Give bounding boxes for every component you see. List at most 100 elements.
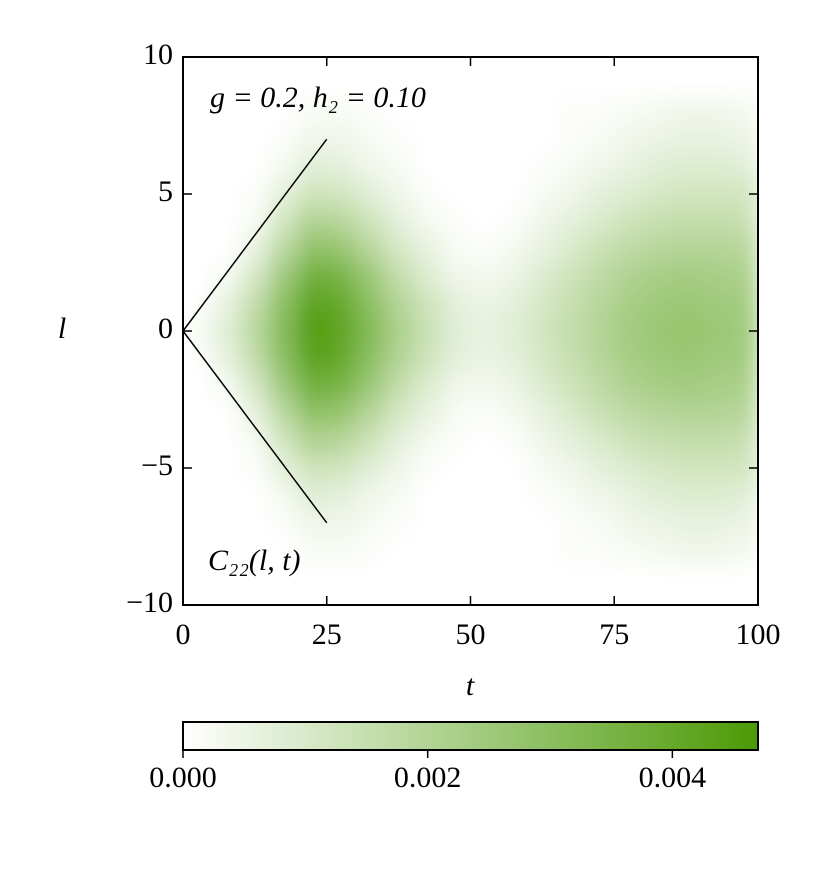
heat-cell: [183, 536, 213, 565]
heat-cell: [441, 125, 471, 154]
heat-cell: [441, 262, 471, 291]
heat-cell: [528, 98, 558, 126]
heat-cell: [441, 536, 471, 565]
heat-cell: [671, 536, 701, 565]
heat-cell: [499, 481, 529, 510]
heat-cell: [528, 481, 558, 510]
heat-cell: [528, 289, 558, 318]
light-cone: [182, 138, 328, 332]
heat-cell: [470, 317, 500, 346]
heat-cell: [614, 180, 644, 209]
heat-cell: [183, 289, 213, 318]
heat-cell: [671, 262, 701, 291]
heat-cell: [384, 317, 414, 346]
heat-cell: [413, 98, 443, 126]
heat-cell: [326, 152, 356, 181]
heat-cell: [671, 509, 701, 537]
heat-cell: [614, 317, 644, 346]
heat-cell: [499, 125, 529, 154]
heat-cell: [355, 235, 385, 263]
heat-cell: [413, 289, 443, 318]
heat-cell: [643, 180, 673, 209]
heat-cell: [269, 317, 299, 346]
heat-cell: [183, 481, 213, 510]
heat-cell: [700, 262, 730, 291]
heat-cell: [269, 152, 299, 181]
heat-cell: [556, 262, 586, 291]
heat-cell: [729, 344, 758, 373]
heat-cell: [269, 125, 299, 154]
heat-cell: [470, 399, 500, 428]
heat-cell: [269, 180, 299, 209]
heat-cell: [298, 372, 328, 400]
heat-cell: [614, 262, 644, 291]
heat-cell: [269, 207, 299, 236]
heat-cell: [355, 262, 385, 291]
y-tick-label: −5: [141, 449, 173, 482]
heat-cell: [269, 509, 299, 537]
heat-cell: [326, 426, 356, 455]
heat-cell: [211, 152, 241, 181]
heat-cell: [298, 207, 328, 236]
heat-cell: [643, 262, 673, 291]
heat-cell: [528, 454, 558, 483]
heat-cell: [671, 454, 701, 483]
heat-cell: [183, 509, 213, 537]
heat-cell: [326, 536, 356, 565]
heat-cell: [528, 509, 558, 537]
colorbar: [182, 721, 759, 751]
heatmap: [183, 98, 758, 565]
heat-cell: [355, 125, 385, 154]
heat-cell: [585, 289, 615, 318]
heat-cell: [240, 344, 270, 373]
heat-cell: [413, 509, 443, 537]
heat-cell: [298, 125, 328, 154]
heat-cell: [326, 481, 356, 510]
heat-cell: [269, 98, 299, 126]
heat-cell: [643, 98, 673, 126]
x-tick-label: 75: [599, 618, 629, 651]
heat-cell: [556, 426, 586, 455]
heat-cell: [355, 207, 385, 236]
heat-cell: [470, 235, 500, 263]
heat-cell: [298, 235, 328, 263]
x-tick-label: 0: [176, 618, 191, 651]
heat-cell: [211, 180, 241, 209]
heat-cell: [355, 180, 385, 209]
heat-cell: [240, 536, 270, 565]
heat-cell: [211, 536, 241, 565]
heat-cell: [528, 426, 558, 455]
heat-cell: [614, 344, 644, 373]
heat-cell: [499, 180, 529, 209]
heat-cell: [441, 207, 471, 236]
heat-cell: [643, 536, 673, 565]
heat-cell: [298, 262, 328, 291]
heat-cell: [326, 317, 356, 346]
x-axis-label: t: [466, 669, 475, 702]
heat-cell: [528, 372, 558, 400]
heat-cell: [183, 152, 213, 181]
heat-cell: [470, 372, 500, 400]
heat-cell: [528, 152, 558, 181]
heat-cell: [643, 152, 673, 181]
heat-cell: [384, 125, 414, 154]
heat-cell: [556, 207, 586, 236]
heat-cell: [556, 152, 586, 181]
heat-cell: [729, 509, 758, 537]
heat-cell: [326, 289, 356, 318]
heat-cell: [614, 536, 644, 565]
heat-cell: [671, 98, 701, 126]
heat-cell: [183, 98, 213, 126]
heat-cell: [585, 426, 615, 455]
heat-cell: [643, 399, 673, 428]
heat-cell: [700, 454, 730, 483]
heat-cell: [585, 262, 615, 291]
heat-cell: [556, 317, 586, 346]
heat-cell: [671, 289, 701, 318]
heat-cell: [183, 262, 213, 291]
heat-cell: [355, 98, 385, 126]
heat-cell: [240, 481, 270, 510]
heat-cell: [240, 98, 270, 126]
heat-cell: [556, 509, 586, 537]
